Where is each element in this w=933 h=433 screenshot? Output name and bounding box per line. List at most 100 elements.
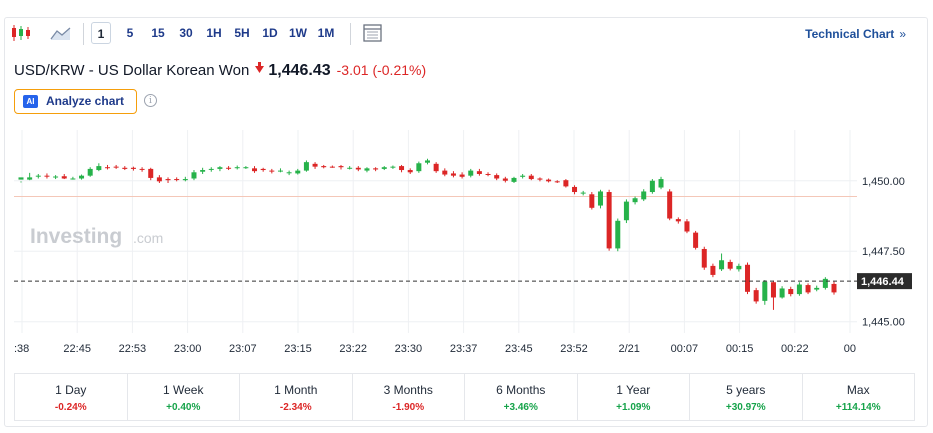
candle-body-up (814, 287, 820, 290)
x-tick-label: 23:37 (450, 343, 478, 355)
candle (546, 178, 552, 183)
candle-body-up (796, 284, 802, 295)
performance-period-change: +3.46% (503, 402, 538, 413)
candle-body-down (589, 194, 595, 208)
candle-body-up (27, 177, 33, 180)
candle (537, 177, 543, 182)
candle (770, 280, 776, 310)
candle (580, 190, 586, 196)
candle-body-up (182, 179, 188, 181)
candle (165, 177, 171, 184)
candle (338, 164, 344, 170)
candle (554, 180, 560, 184)
candle (321, 164, 327, 169)
timeframe-1m[interactable]: 1M (317, 26, 335, 40)
candle (814, 285, 820, 292)
candle (745, 262, 751, 295)
candle-body-down (252, 168, 258, 172)
candle (35, 173, 41, 179)
candle-body-down (563, 180, 569, 187)
candle-body-down (537, 178, 543, 180)
candle-body-down (572, 186, 578, 193)
candle-body-up (18, 177, 24, 180)
x-tick-label: 23:22 (339, 343, 367, 355)
candle (156, 175, 162, 184)
candle (390, 165, 396, 169)
candle-body-up (390, 166, 396, 168)
performance-period[interactable]: Max +114.14% (803, 374, 915, 420)
candle-body-down (355, 167, 361, 170)
performance-period-label: 1 Month (274, 383, 318, 397)
price-chart[interactable]: Investing .com 1,450.001,447.501,445.00 … (0, 125, 933, 360)
timeframe-15[interactable]: 15 (151, 26, 165, 40)
candle-body-up (762, 281, 768, 301)
x-tick-label: 23:15 (284, 343, 312, 355)
candle (563, 179, 569, 188)
candle-body-up (658, 179, 664, 188)
timeframe-5h[interactable]: 5H (234, 26, 250, 40)
candle (667, 189, 673, 221)
candle-body-up (615, 220, 621, 249)
candlestick-chart-icon[interactable] (10, 24, 32, 42)
candle-body-down (831, 283, 837, 293)
performance-strip: 1 Day -0.24% 1 Week +0.40% 1 Month -2.34% 3 Mo… (14, 373, 915, 421)
candle-body-down (373, 168, 379, 170)
performance-period[interactable]: 5 years +30.97% (690, 374, 803, 420)
performance-period[interactable]: 1 Month -2.34% (240, 374, 353, 420)
candle (701, 246, 707, 270)
candle (329, 165, 335, 168)
candle (18, 177, 24, 183)
candle-body-down (450, 173, 456, 176)
y-tick-label: 1,450.00 (862, 176, 905, 188)
x-tick-label: 23:00 (174, 343, 202, 355)
performance-period-label: 1 Day (55, 383, 87, 397)
technical-chart-link[interactable]: Technical Chart » (805, 27, 906, 41)
performance-period-change: +0.40% (166, 402, 201, 413)
candle (130, 166, 136, 171)
candle-body-down (693, 232, 699, 248)
performance-period-change: +114.14% (835, 402, 881, 413)
candle-body-down (174, 179, 180, 181)
candle-body-down (104, 167, 110, 169)
timeframe-1w[interactable]: 1W (289, 26, 307, 40)
instrument-name: USD/KRW - US Dollar Korean Won (14, 62, 250, 79)
candle-body-up (286, 172, 292, 174)
candle-body-down (667, 191, 673, 219)
x-tick-label: :38 (14, 343, 29, 355)
performance-period[interactable]: 6 Months +3.46% (465, 374, 578, 420)
candle-body-up (303, 162, 309, 171)
candle-body-down (113, 166, 119, 168)
x-tick-label: 22:53 (119, 343, 147, 355)
timeframe-1d[interactable]: 1D (262, 26, 278, 40)
candle-body-up (53, 176, 59, 178)
candle (174, 177, 180, 182)
candle-body-down (476, 171, 482, 174)
timeframe-1h[interactable]: 1H (206, 26, 222, 40)
performance-period[interactable]: 1 Year +1.09% (578, 374, 690, 420)
area-chart-icon[interactable] (50, 24, 72, 42)
timeframe-1[interactable]: 1 (91, 22, 111, 44)
candle-body-down (710, 265, 716, 275)
table-view-icon[interactable] (362, 24, 384, 42)
performance-period-change: -0.24% (54, 402, 87, 413)
performance-period[interactable]: 1 Day -0.24% (15, 374, 128, 420)
performance-period[interactable]: 3 Months -1.90% (353, 374, 465, 420)
y-tick-label: 1,447.50 (862, 246, 905, 258)
candle-body-up (87, 168, 93, 176)
candle-body-down (554, 181, 560, 183)
candle-body-up (364, 168, 370, 171)
candle (295, 168, 301, 175)
candle (649, 179, 655, 194)
candle-body-down (312, 163, 318, 167)
info-icon[interactable]: i (144, 94, 157, 107)
performance-period-label: 5 years (726, 383, 766, 397)
performance-period[interactable]: 1 Week +0.40% (128, 374, 240, 420)
analyze-chart-button[interactable]: AI Analyze chart (14, 89, 137, 114)
performance-period-change: -2.34% (279, 402, 312, 413)
timeframe-5[interactable]: 5 (126, 26, 134, 40)
candle-body-down (61, 176, 67, 179)
timeframe-30[interactable]: 30 (179, 26, 193, 40)
performance-period-label: 3 Months (383, 383, 433, 397)
candle-body-down (156, 177, 162, 182)
candle (511, 176, 517, 184)
